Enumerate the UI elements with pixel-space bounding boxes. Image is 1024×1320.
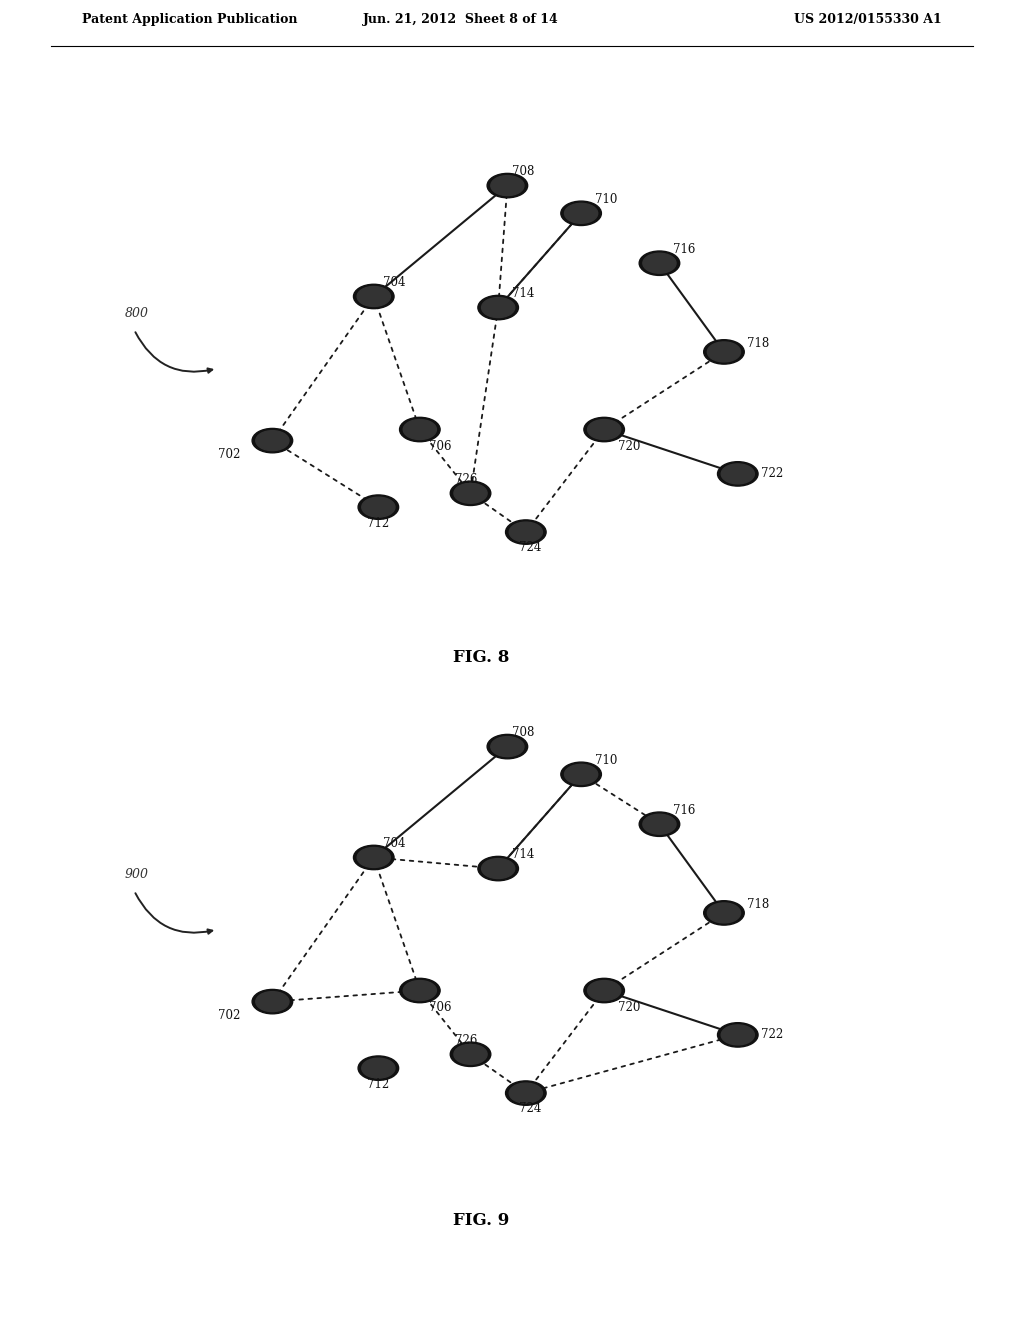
Text: 726: 726 [455, 1034, 477, 1047]
Circle shape [564, 203, 598, 223]
Text: 702: 702 [218, 1008, 240, 1022]
Text: 720: 720 [618, 1001, 640, 1014]
Circle shape [451, 1041, 490, 1067]
Circle shape [361, 498, 395, 517]
Circle shape [357, 847, 390, 867]
Text: 712: 712 [368, 517, 389, 531]
Circle shape [588, 420, 621, 440]
Text: 710: 710 [595, 754, 617, 767]
Circle shape [564, 764, 598, 784]
Circle shape [509, 1084, 543, 1104]
Text: 708: 708 [512, 165, 535, 178]
Text: FIG. 8: FIG. 8 [453, 649, 510, 667]
Circle shape [561, 201, 601, 226]
Circle shape [643, 253, 676, 273]
Circle shape [718, 462, 758, 486]
Circle shape [399, 417, 440, 442]
Text: 706: 706 [429, 440, 452, 453]
Circle shape [403, 420, 436, 440]
Text: 720: 720 [618, 440, 640, 453]
Circle shape [588, 981, 621, 1001]
Text: Patent Application Publication: Patent Application Publication [82, 13, 297, 26]
Text: 710: 710 [595, 193, 617, 206]
Text: 722: 722 [761, 467, 783, 480]
Circle shape [708, 342, 740, 362]
Circle shape [478, 857, 518, 880]
Circle shape [478, 296, 518, 319]
Circle shape [721, 463, 755, 484]
Text: 726: 726 [455, 473, 477, 486]
Text: 724: 724 [519, 1102, 542, 1115]
Text: 900: 900 [125, 867, 148, 880]
Circle shape [584, 978, 625, 1003]
Text: 714: 714 [512, 288, 535, 300]
Text: 724: 724 [519, 541, 542, 554]
Circle shape [481, 858, 515, 879]
Circle shape [490, 737, 524, 756]
Circle shape [353, 284, 394, 309]
Text: 706: 706 [429, 1001, 452, 1014]
Circle shape [454, 1044, 487, 1064]
Circle shape [358, 1056, 398, 1080]
Text: 716: 716 [674, 243, 695, 256]
Text: 708: 708 [512, 726, 535, 739]
Circle shape [584, 417, 625, 442]
Circle shape [252, 990, 293, 1014]
Circle shape [639, 251, 680, 276]
Circle shape [353, 845, 394, 870]
Circle shape [454, 483, 487, 503]
Circle shape [256, 430, 289, 450]
Text: 800: 800 [125, 306, 148, 319]
Circle shape [481, 297, 515, 318]
Circle shape [643, 814, 676, 834]
Circle shape [708, 903, 740, 923]
Circle shape [561, 762, 601, 787]
Text: 702: 702 [218, 447, 240, 461]
Circle shape [506, 1081, 546, 1105]
Circle shape [256, 991, 289, 1011]
Circle shape [718, 1023, 758, 1047]
Text: 704: 704 [383, 276, 406, 289]
Circle shape [357, 286, 390, 306]
Text: US 2012/0155330 A1: US 2012/0155330 A1 [795, 13, 942, 26]
Text: 718: 718 [748, 337, 769, 350]
Circle shape [451, 480, 490, 506]
Circle shape [703, 900, 744, 925]
Circle shape [487, 734, 527, 759]
Text: Jun. 21, 2012  Sheet 8 of 14: Jun. 21, 2012 Sheet 8 of 14 [362, 13, 559, 26]
Text: 712: 712 [368, 1078, 389, 1092]
Circle shape [487, 173, 527, 198]
Text: 704: 704 [383, 837, 406, 850]
Circle shape [703, 339, 744, 364]
Text: 718: 718 [748, 898, 769, 911]
Circle shape [361, 1059, 395, 1078]
Circle shape [403, 981, 436, 1001]
Circle shape [399, 978, 440, 1003]
Text: 716: 716 [674, 804, 695, 817]
Circle shape [252, 429, 293, 453]
Text: 722: 722 [761, 1028, 783, 1041]
Circle shape [506, 520, 546, 544]
Circle shape [358, 495, 398, 519]
Circle shape [490, 176, 524, 195]
Circle shape [721, 1024, 755, 1045]
Text: 714: 714 [512, 849, 535, 861]
Text: FIG. 9: FIG. 9 [454, 1212, 509, 1229]
Circle shape [509, 523, 543, 543]
Circle shape [639, 812, 680, 837]
